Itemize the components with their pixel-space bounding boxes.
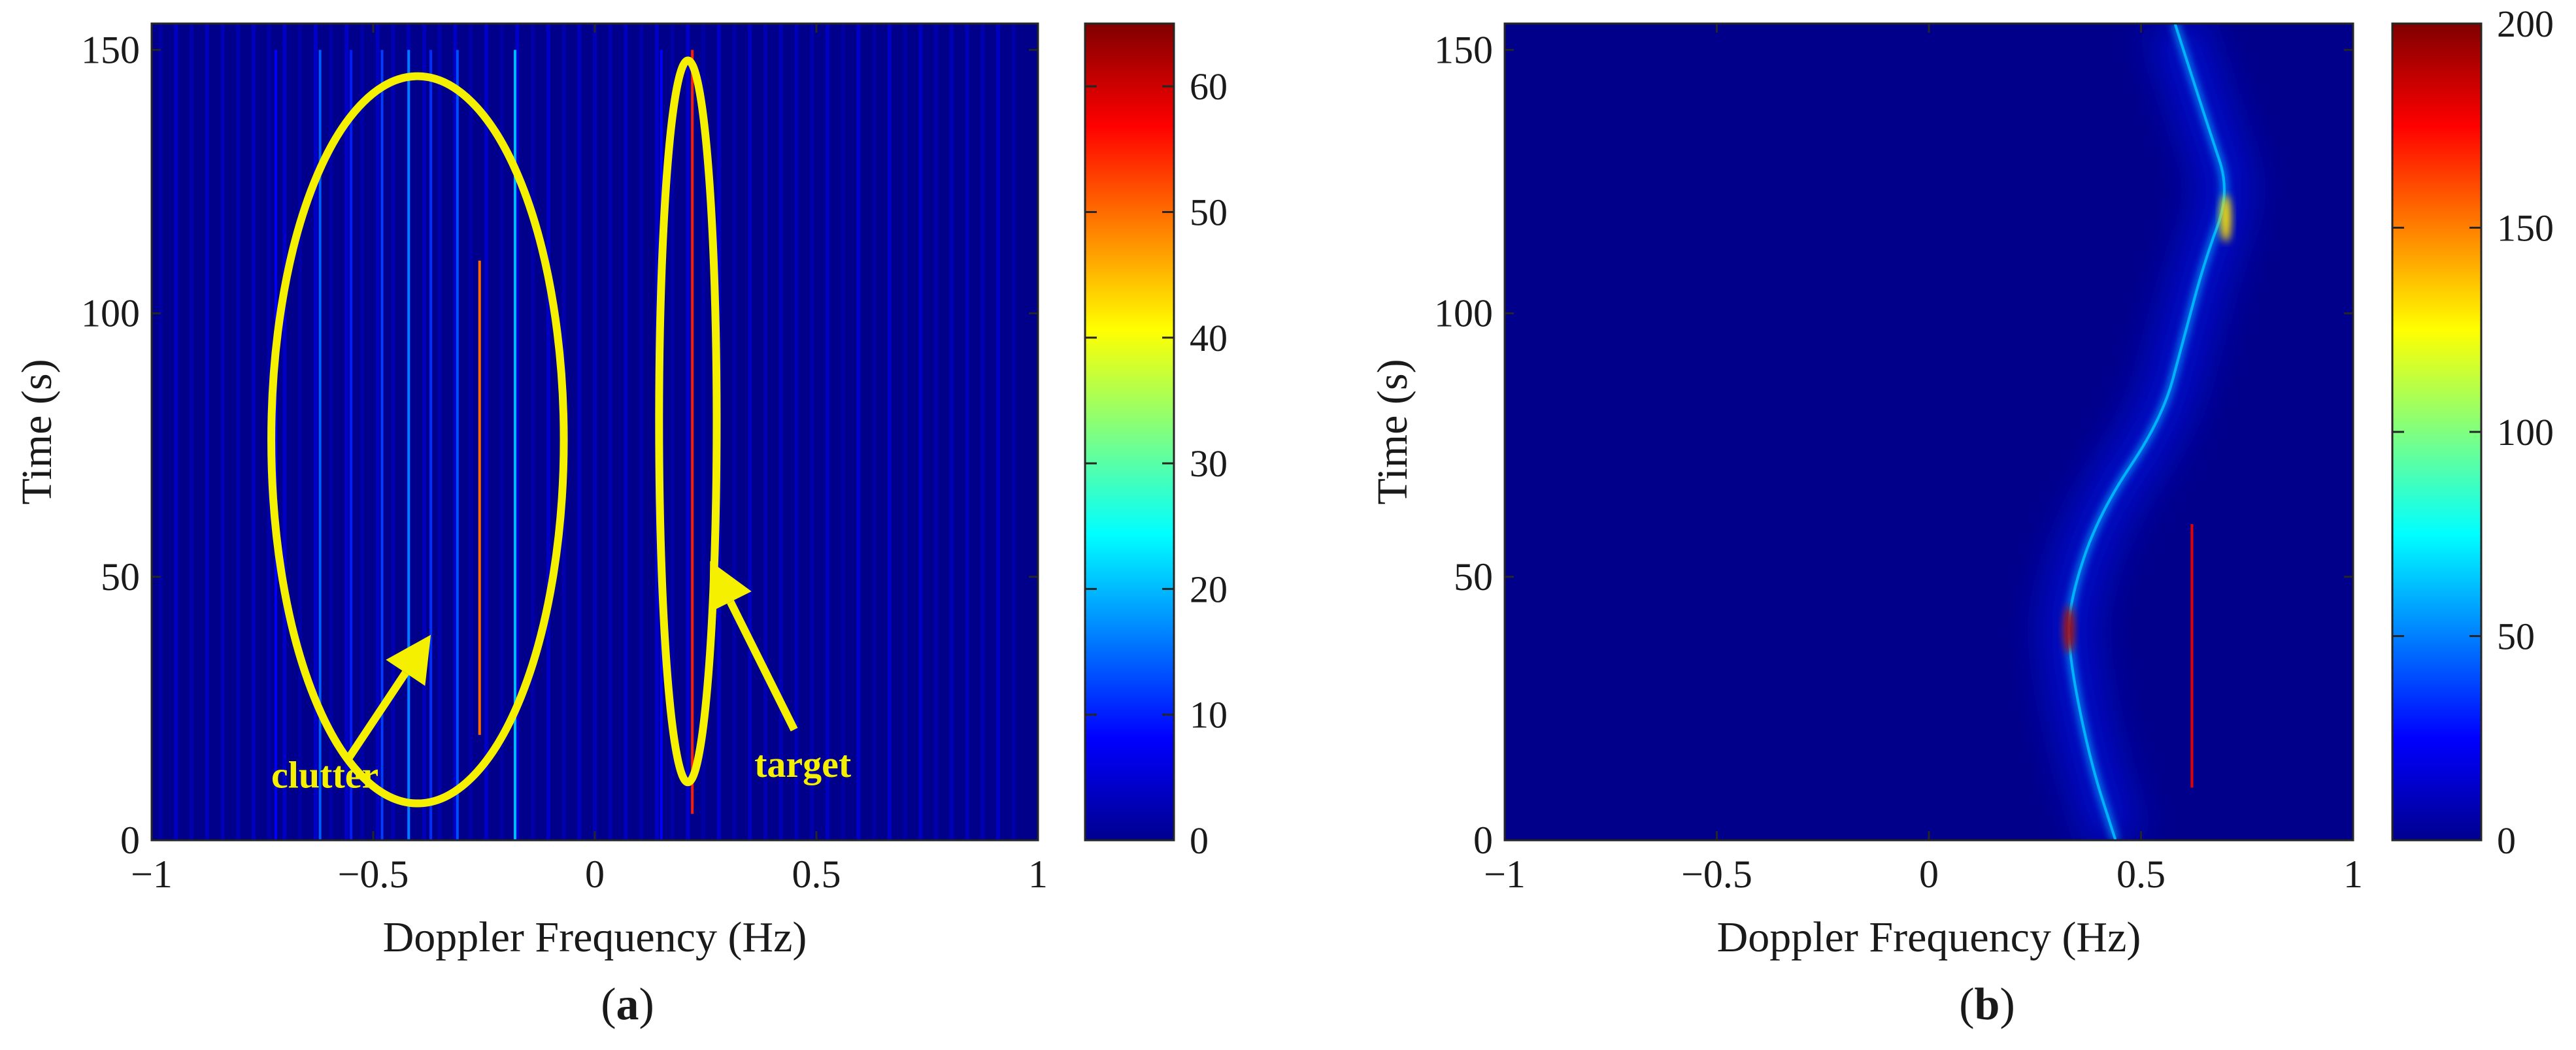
colorbar-b bbox=[2391, 22, 2483, 842]
y-tick-label: 150 bbox=[81, 28, 140, 71]
x-tick-label: 0 bbox=[1919, 853, 1939, 896]
annotation-arrow-shaft bbox=[343, 670, 409, 764]
annotations-a bbox=[267, 56, 798, 808]
colorbar-a bbox=[1084, 22, 1175, 842]
target-label-text: target bbox=[754, 743, 852, 785]
x-tick-label: 0.5 bbox=[2116, 853, 2166, 896]
x-axis-label-a: Doppler Frequency (Hz) bbox=[383, 913, 807, 961]
heatmap-curve-b bbox=[2039, 24, 2254, 840]
colorbar-tick-label: 0 bbox=[1190, 819, 1209, 862]
y-tick-label: 100 bbox=[81, 292, 140, 335]
y-tick-label: 50 bbox=[101, 555, 140, 599]
panel-label-b: (b) bbox=[1959, 979, 2015, 1030]
x-tick-label: −0.5 bbox=[338, 853, 409, 896]
colorbar-tick-label: 40 bbox=[1190, 317, 1228, 359]
annotation-arrow-shaft bbox=[727, 600, 798, 732]
colorbar-tick-label: 60 bbox=[1190, 65, 1228, 108]
y-tick-label: 150 bbox=[1434, 28, 1493, 71]
panel-label-a: (a) bbox=[601, 979, 654, 1030]
colorbar-tick-label: 10 bbox=[1190, 694, 1228, 736]
clutter-label: clutter bbox=[271, 753, 378, 796]
annotation-ellipse bbox=[267, 72, 568, 808]
x-tick-label: −1 bbox=[131, 853, 173, 896]
colorbar-tick-label: 200 bbox=[2497, 3, 2554, 45]
x-ticks-b: −1 −0.5 0 0.5 1 bbox=[1484, 24, 2363, 896]
annotation-ellipse bbox=[655, 56, 721, 787]
y-tick-label: 0 bbox=[1473, 819, 1493, 862]
colorbar-tick-label: 50 bbox=[1190, 191, 1228, 233]
colorbar-tick-label: 0 bbox=[2497, 819, 2516, 862]
x-tick-label: 0 bbox=[585, 853, 605, 896]
colorbar-tick-label: 20 bbox=[1190, 568, 1228, 610]
colorbar-ticks-b: 0 50 100 150 200 bbox=[2392, 3, 2554, 862]
panel-b: −1 −0.5 0 0.5 1 0 50 100 150 Doppler Frequency … bbox=[1369, 3, 2554, 1030]
colorbar-tick-label: 50 bbox=[2497, 615, 2535, 658]
panel-label-b-letter: b bbox=[1975, 979, 2000, 1030]
x-tick-label: 1 bbox=[2343, 853, 2363, 896]
colorbar-tick-label: 100 bbox=[2497, 411, 2554, 453]
y-ticks-b: 0 50 100 150 bbox=[1434, 28, 2353, 862]
x-tick-label: −0.5 bbox=[1681, 853, 1752, 896]
x-axis-label-b: Doppler Frequency (Hz) bbox=[1717, 913, 2141, 961]
panel-label-a-letter: a bbox=[616, 979, 639, 1030]
y-ticks-a: 0 50 100 150 bbox=[81, 28, 1038, 862]
annotation-arrow-head bbox=[709, 561, 752, 613]
y-tick-label: 50 bbox=[1454, 555, 1493, 599]
hotspot bbox=[2220, 195, 2232, 242]
x-tick-label: −1 bbox=[1484, 853, 1526, 896]
x-tick-label: 1 bbox=[1028, 853, 1048, 896]
y-tick-label: 0 bbox=[120, 819, 140, 862]
annotation-arrow-head bbox=[386, 634, 431, 686]
x-tick-label: 0.5 bbox=[792, 853, 841, 896]
colorbar-tick-label: 150 bbox=[2497, 207, 2554, 250]
colorbar-tick-label: 30 bbox=[1190, 442, 1228, 485]
hotspot bbox=[2064, 606, 2075, 653]
x-ticks-a: −1 −0.5 0 0.5 1 bbox=[131, 24, 1048, 896]
y-axis-label-b: Time (s) bbox=[1369, 359, 1416, 504]
y-axis-label-a: Time (s) bbox=[13, 359, 61, 504]
colorbar-ticks-a: 0 10 20 30 40 50 60 bbox=[1085, 65, 1228, 862]
y-tick-label: 100 bbox=[1434, 292, 1493, 335]
